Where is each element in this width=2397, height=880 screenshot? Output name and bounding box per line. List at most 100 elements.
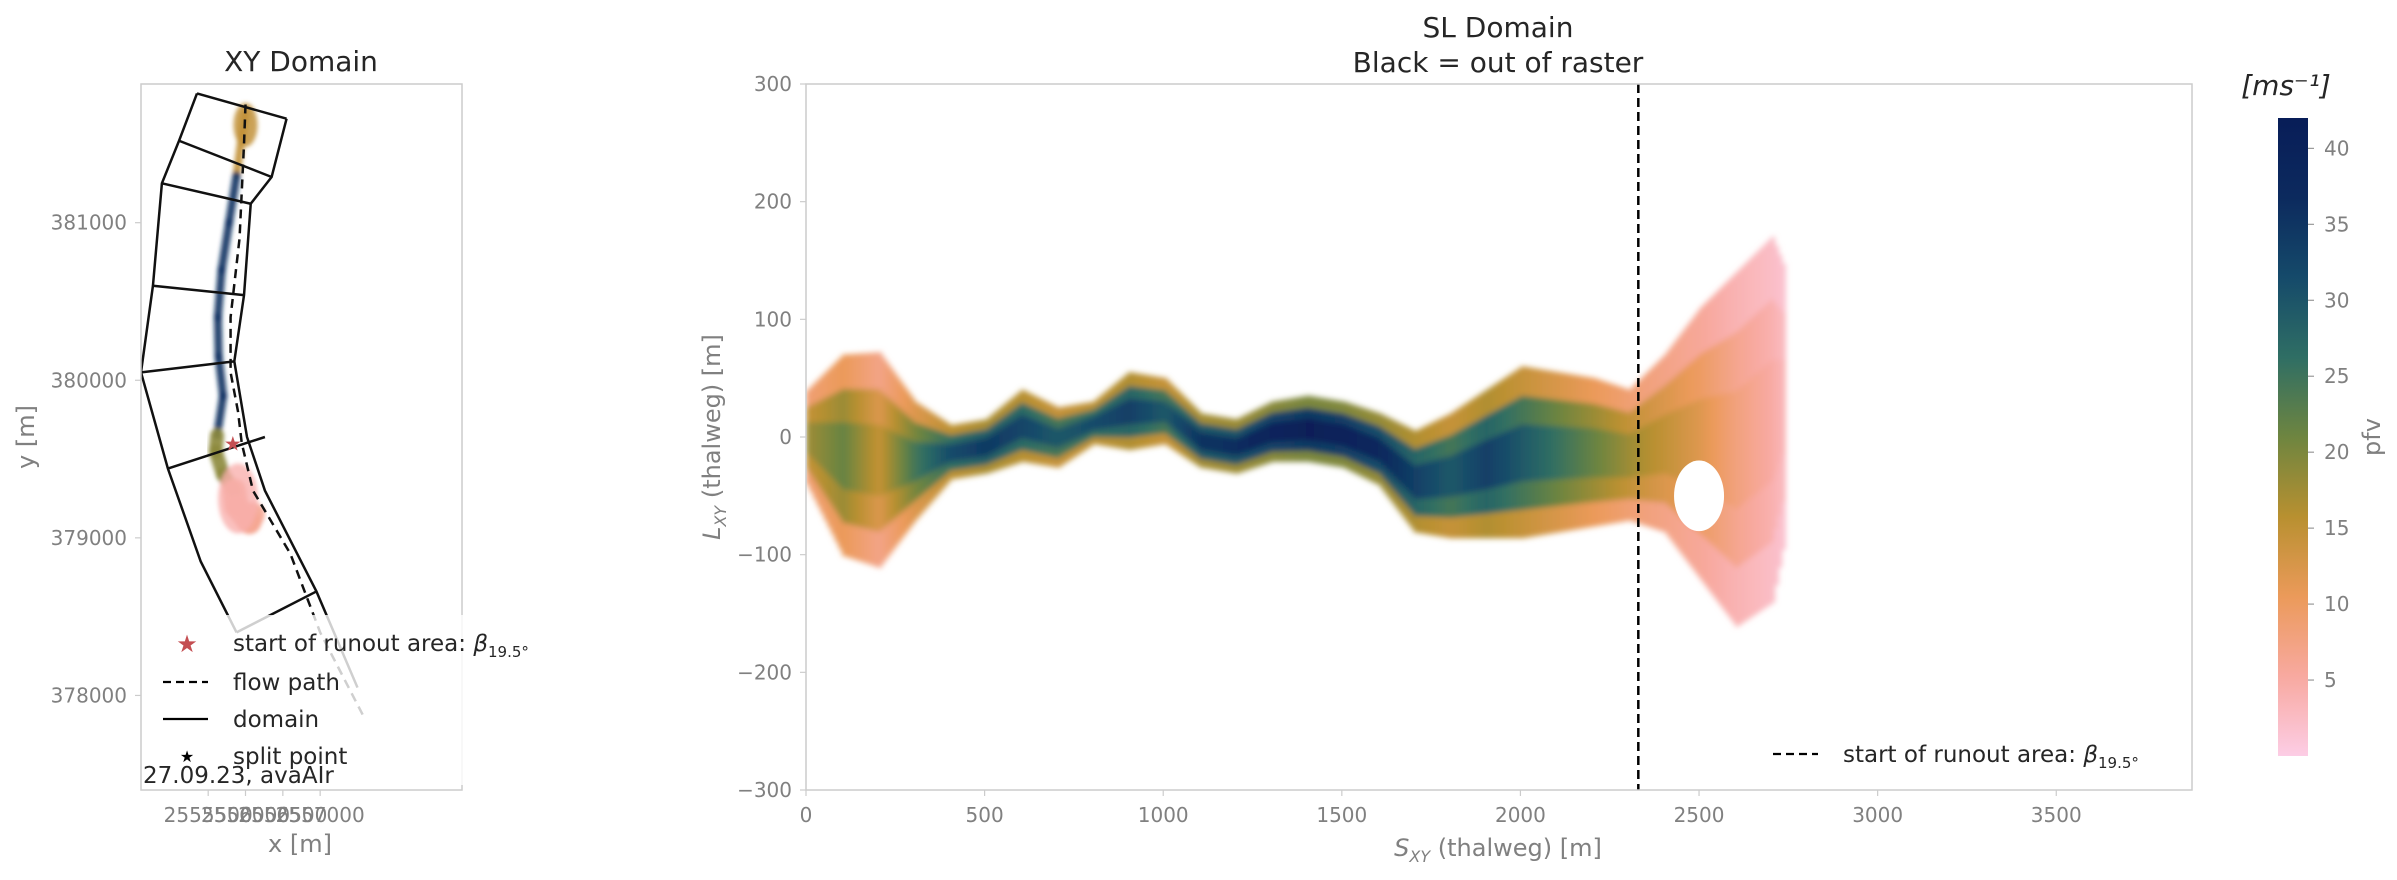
sl-field-cell [1609,499,1615,524]
sl-field-cell [1359,407,1365,421]
sl-field-cell [813,440,818,461]
sl-field-cell [884,427,890,461]
sl-field-cell [1338,455,1344,468]
sl-field-cell [1098,403,1104,414]
sl-field-cell [1181,444,1186,456]
sl-field-cell [927,487,933,505]
xy-runout-start-marker: ★ [224,431,242,455]
sl-field-cell [1052,445,1058,458]
sl-field-cell [809,438,815,458]
sl-field-cell [902,411,908,437]
sl-field-cell [1381,452,1386,466]
sl-field-cell [1448,475,1454,498]
sl-field-cell [1741,442,1747,504]
sl-field-cell [1166,424,1172,436]
sl-field-cell [916,422,922,443]
sl-field-cell [834,451,840,483]
sl-field-cell [906,483,911,508]
sl-field-cell [1138,422,1143,437]
sl-field-cell [1334,432,1340,445]
sl-field-cell [1409,445,1415,463]
sl-field-cell [1116,403,1122,416]
sl-field-cell [1281,450,1286,462]
sl-field-cell [1495,459,1501,487]
sl-field-cell [1248,449,1254,460]
sl-field-cell [888,397,893,431]
sl-field-cell [988,425,993,436]
sl-field-cell [1606,499,1611,525]
sl-field-cell [956,441,961,452]
sl-field-cell [859,422,865,459]
sl-field-cell [966,448,972,459]
sl-field-cell [1531,451,1536,481]
sl-field-cell [1402,441,1408,458]
sl-y-tick-label: 300 [754,72,792,96]
sl-field-cell [1070,439,1076,450]
sl-field-cell [1606,382,1611,408]
sl-field-cell [1113,436,1118,448]
sl-field-cell [1070,431,1076,441]
sl-field-cell [1206,432,1211,443]
sl-field-cell [1081,426,1086,436]
sl-field-cell [1777,462,1783,516]
sl-field-cell [1106,408,1111,419]
sl-field-cell [888,367,893,400]
sl-field-cell [1527,479,1533,509]
sl-field-cell [1156,421,1161,435]
sl-field-cell [1384,467,1390,482]
sl-field-cell [1077,412,1083,422]
sl-field-cell [1659,444,1665,474]
sl-field-cell [1223,435,1229,446]
sl-field-cell [1499,510,1504,539]
sl-legend: start of runout area: β19.5° [1773,742,2139,772]
sl-x-tick-label: 0 [800,803,813,827]
sl-field-cell [1238,426,1244,437]
sl-field-cell [1091,415,1097,424]
sl-field-cell [906,505,911,530]
sl-field-cell [1552,398,1558,427]
sl-field-cell [1473,513,1479,539]
sl-field-cell [1677,335,1683,373]
sl-field-cell [1177,432,1183,444]
sl-field-cell [1284,399,1290,411]
colorbar-tick-label: 25 [2324,364,2349,388]
colorbar-tick-label: 10 [2324,592,2349,616]
sl-field-cell [973,447,979,458]
sl-field-cell [1273,420,1279,433]
sl-field-cell [1463,470,1469,494]
sl-field-cell [920,406,926,426]
sl-field-cell [1477,442,1483,468]
sl-field-cell [1281,430,1286,442]
sl-field-cell [1595,452,1601,478]
sl-field-cell [1734,566,1740,627]
sl-field-cell [866,492,872,530]
sl-field-cell [931,470,936,486]
sl-field-cell [1195,427,1201,439]
sl-field-cell [1656,473,1661,503]
sl-field-cell [1252,429,1258,440]
sl-field-cell [1338,444,1344,457]
sl-field-cell [1631,498,1636,522]
sl-field-cell [1198,448,1204,459]
sl-field-cell [1231,445,1236,456]
sl-field-cell [1173,398,1179,411]
sl-field-cell [1352,460,1358,473]
sl-field-cell [1352,427,1358,440]
sl-field-cell [1345,457,1351,470]
sl-field-cell [941,475,947,488]
sl-field-cell [848,489,854,525]
sl-field-cell [1534,424,1540,453]
colorbar-tick-label: 15 [2324,516,2349,540]
sl-field-cell [991,451,997,462]
sl-field-cell [863,387,868,424]
sl-field-cell [1259,435,1265,447]
sl-field-cell [1320,398,1326,411]
sl-field-cell [1063,443,1068,454]
sl-field-cell [1106,389,1111,401]
sl-field-cell [898,381,904,410]
sl-field-cell [1459,471,1465,495]
sl-field-cell [1302,439,1308,452]
sl-field-cell [1513,371,1519,400]
sl-field-cell [1095,413,1101,423]
xy-y-tick-label: 381000 [51,211,127,235]
